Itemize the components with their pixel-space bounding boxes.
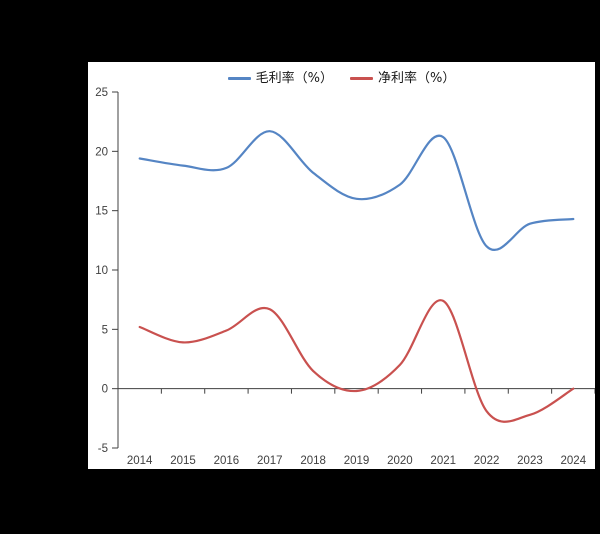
x-axis-tick-label: 2021 bbox=[430, 455, 456, 467]
x-axis-tick-label: 2014 bbox=[127, 455, 153, 467]
x-axis-tick-label: 2017 bbox=[257, 455, 283, 467]
x-axis-tick-label: 2023 bbox=[517, 455, 543, 467]
x-axis-tick-label: 2019 bbox=[344, 455, 370, 467]
y-axis-tick-label: 10 bbox=[95, 265, 108, 277]
y-axis-tick-label: -5 bbox=[98, 443, 108, 455]
x-axis-tick-label: 2015 bbox=[170, 455, 196, 467]
series-line-net-margin bbox=[138, 299, 575, 423]
y-axis-tick-label: 20 bbox=[95, 146, 108, 158]
y-axis-tick-label: 5 bbox=[102, 324, 108, 336]
y-axis-tick-label: 25 bbox=[95, 87, 108, 99]
x-axis-tick-label: 2020 bbox=[387, 455, 413, 467]
x-axis-tick-label: 2018 bbox=[300, 455, 326, 467]
x-axis-tick-label: 2016 bbox=[214, 455, 240, 467]
chart-panel: 毛利率（%） 净利率（%） 25 20 15 10 5 0 -5 2014 2015 2016 20… bbox=[88, 62, 595, 469]
series-line-gross-margin bbox=[138, 130, 575, 251]
y-axis-tick-label: 15 bbox=[95, 206, 108, 218]
y-axis-tick-label: 0 bbox=[102, 384, 108, 396]
x-axis-tick-label: 2024 bbox=[561, 455, 587, 467]
x-axis-tick-label: 2022 bbox=[474, 455, 500, 467]
